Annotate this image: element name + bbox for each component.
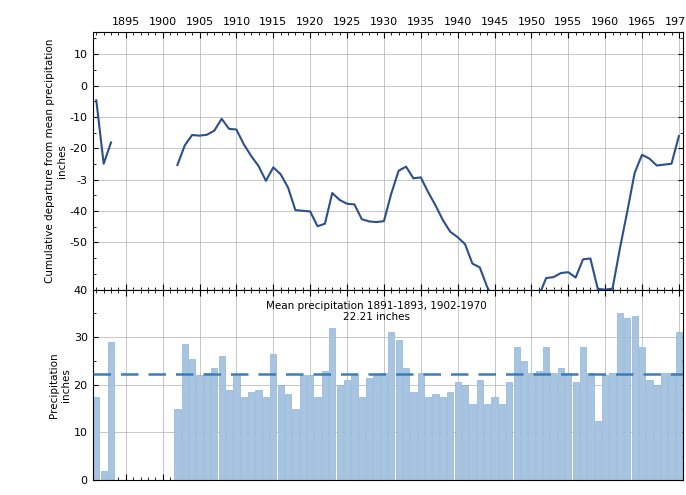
Bar <box>565 373 571 480</box>
Bar <box>322 371 328 480</box>
Bar <box>491 397 497 480</box>
Bar <box>609 373 615 480</box>
Bar <box>211 368 217 480</box>
Bar <box>661 373 667 480</box>
Bar <box>580 346 586 480</box>
Bar <box>270 354 276 480</box>
Bar <box>676 333 682 480</box>
Bar <box>337 385 343 480</box>
Bar <box>639 346 645 480</box>
Bar <box>351 375 357 480</box>
Bar <box>292 409 298 480</box>
Bar <box>624 318 630 480</box>
Bar <box>189 358 196 480</box>
Bar <box>455 383 461 480</box>
Bar <box>514 346 520 480</box>
Bar <box>329 328 335 480</box>
Bar <box>204 373 210 480</box>
Bar <box>632 316 638 480</box>
Bar <box>263 397 269 480</box>
Bar <box>410 392 416 480</box>
Bar <box>278 385 284 480</box>
Y-axis label: Cumulative departure from mean precipitation
inches: Cumulative departure from mean precipita… <box>45 39 67 283</box>
Bar <box>174 409 180 480</box>
Y-axis label: Precipitation
inches: Precipitation inches <box>49 352 71 418</box>
Bar <box>602 375 608 480</box>
Text: Mean precipitation 1891-1893, 1902-1970: Mean precipitation 1891-1893, 1902-1970 <box>266 301 487 311</box>
Bar <box>226 390 232 480</box>
Bar <box>668 373 674 480</box>
Bar <box>432 395 438 480</box>
Bar <box>617 313 623 480</box>
Bar <box>241 397 247 480</box>
Bar <box>646 380 652 480</box>
Bar <box>248 392 255 480</box>
Bar <box>484 404 490 480</box>
Bar <box>573 383 579 480</box>
Bar <box>344 380 350 480</box>
Bar <box>285 395 291 480</box>
Bar <box>469 404 475 480</box>
Bar <box>108 342 114 480</box>
Bar <box>182 345 188 480</box>
Bar <box>447 392 453 480</box>
Bar <box>506 383 512 480</box>
Bar <box>219 356 225 480</box>
Bar <box>499 404 505 480</box>
Text: 22.21 inches: 22.21 inches <box>343 312 410 322</box>
Bar <box>373 375 379 480</box>
Bar <box>314 397 320 480</box>
Bar <box>93 397 99 480</box>
Bar <box>477 380 483 480</box>
Bar <box>462 385 468 480</box>
Bar <box>381 373 387 480</box>
Bar <box>300 375 306 480</box>
Bar <box>528 373 534 480</box>
Bar <box>366 378 372 480</box>
Bar <box>587 373 593 480</box>
Bar <box>536 371 542 480</box>
Bar <box>403 368 409 480</box>
Bar <box>233 375 239 480</box>
Bar <box>521 361 527 480</box>
Bar <box>558 368 564 480</box>
Bar <box>255 390 261 480</box>
Bar <box>440 397 446 480</box>
Bar <box>550 373 556 480</box>
Bar <box>425 397 431 480</box>
Bar <box>543 346 549 480</box>
Bar <box>196 375 202 480</box>
Bar <box>101 471 107 480</box>
Bar <box>396 340 402 480</box>
Bar <box>418 373 424 480</box>
Bar <box>595 421 601 480</box>
Bar <box>654 385 660 480</box>
Bar <box>307 375 314 480</box>
Bar <box>359 397 365 480</box>
Bar <box>388 333 394 480</box>
